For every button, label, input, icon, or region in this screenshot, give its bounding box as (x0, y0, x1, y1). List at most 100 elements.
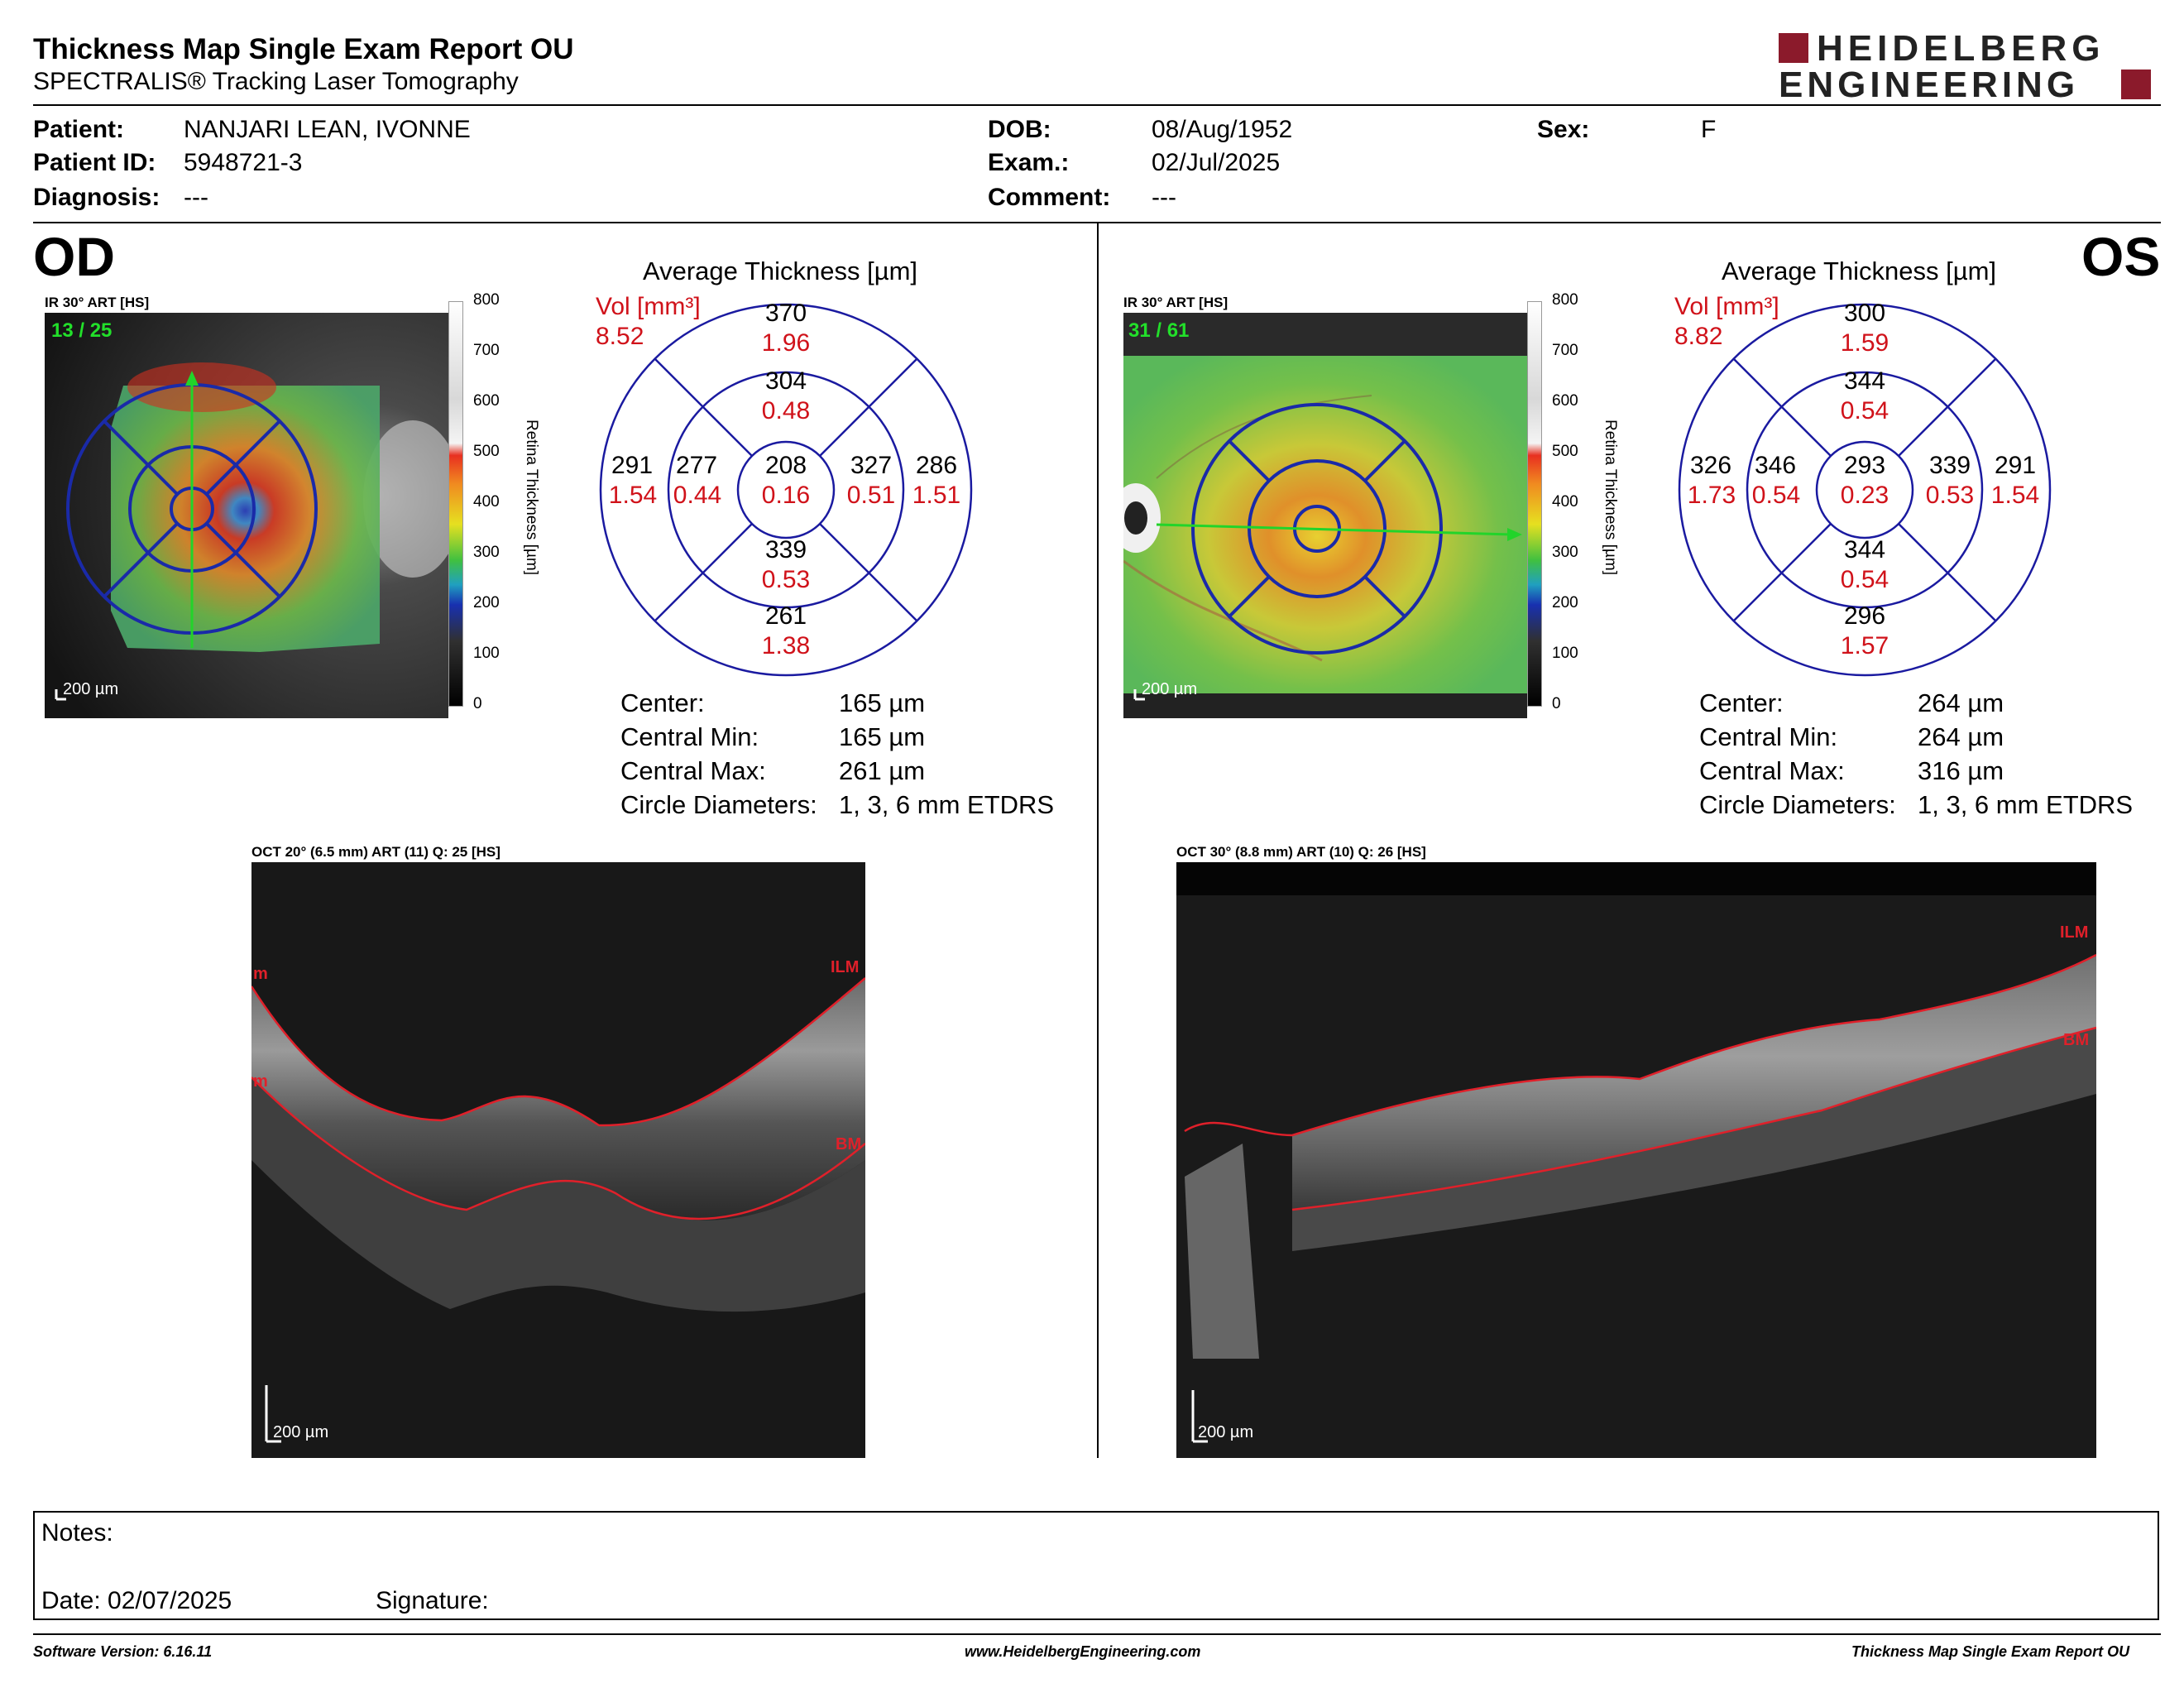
os-inner-inf-volume: 0.54 (1840, 566, 1889, 593)
report-subtitle: SPECTRALIS® Tracking Laser Tomography (33, 68, 519, 95)
os-tick-600: 600 (1552, 392, 1578, 410)
os-min-label: Central Min: (1699, 722, 1838, 751)
os-tick-500: 500 (1552, 443, 1578, 460)
od-tick-0: 0 (473, 695, 482, 712)
website-link[interactable]: www.HeidelbergEngineering.com (965, 1643, 1201, 1660)
os-inner-right-volume: 0.53 (1925, 482, 1975, 509)
od-diam-value: 1, 3, 6 mm ETDRS (839, 790, 1055, 819)
sex-value: F (1701, 116, 1717, 143)
od-diam-label: Circle Diameters: (620, 790, 817, 819)
od-outer-left-volume: 1.54 (608, 482, 658, 509)
os-tick-800: 800 (1552, 291, 1578, 309)
od-center-thickness: 208 (764, 452, 807, 479)
os-inner-sup-thickness: 344 (1843, 367, 1886, 395)
center-divider (1097, 223, 1099, 1458)
eye-label-od: OD (33, 226, 115, 287)
od-vol-total: 8.52 (596, 323, 644, 350)
os-inner-left-volume: 0.54 (1751, 482, 1801, 509)
os-inner-inf-thickness: 344 (1843, 536, 1886, 563)
od-inner-left-thickness: 277 (675, 452, 718, 479)
od-min-value: 165 µm (839, 722, 926, 751)
od-tick-200: 200 (473, 594, 500, 611)
od-outer-inf-volume: 1.38 (761, 632, 811, 659)
od-inner-right-volume: 0.51 (846, 482, 896, 509)
header-divider (33, 104, 2161, 106)
os-fundus-map (1111, 313, 1527, 718)
diagnosis-label: Diagnosis: (33, 184, 160, 211)
sex-label: Sex: (1537, 116, 1590, 143)
patient-id-label: Patient ID: (33, 149, 156, 176)
diagnosis-value: --- (184, 184, 208, 211)
od-outer-inf-thickness: 261 (764, 602, 807, 630)
od-oct-left-top-marker: m (253, 965, 268, 983)
os-colorbar-ticks: 800 700 600 500 400 300 200 100 0 (1544, 291, 1593, 722)
od-inner-inf-thickness: 339 (764, 536, 807, 563)
od-oct-ilm-label: ILM (831, 958, 860, 976)
os-tick-100: 100 (1552, 645, 1578, 662)
od-min-label: Central Min: (620, 722, 759, 751)
logo-square-bottom (2121, 70, 2151, 99)
os-tick-0: 0 (1552, 695, 1561, 712)
exam-value: 02/Jul/2025 (1152, 149, 1281, 176)
heidelberg-logo: HEIDELBERG ENGINEERING (1779, 28, 2159, 105)
os-ir-title: IR 30° ART [HS] (1123, 295, 1228, 310)
os-tick-700: 700 (1552, 342, 1578, 359)
patient-label: Patient: (33, 116, 125, 143)
od-tick-800: 800 (473, 291, 500, 309)
os-outer-sup-thickness: 300 (1843, 300, 1886, 327)
os-colorbar-label: Retina Thickness [µm] (1602, 420, 1619, 575)
od-etdrs-grid: 370 1.96 304 0.48 291 1.54 277 0.44 208 … (596, 300, 976, 680)
od-tick-100: 100 (473, 645, 500, 662)
od-tick-500: 500 (473, 443, 500, 460)
eye-label-os: OS (2081, 226, 2161, 287)
os-max-label: Central Max: (1699, 756, 1845, 785)
os-scale-label: 200 µm (1142, 680, 1198, 698)
od-center-volume: 0.16 (761, 482, 811, 509)
report-title: Thickness Map Single Exam Report OU (33, 33, 574, 65)
od-oct-left-bot-marker: m (253, 1072, 268, 1091)
os-oct-ilm-label: ILM (2060, 923, 2089, 942)
od-max-value: 261 µm (839, 756, 926, 785)
os-outer-inf-volume: 1.57 (1840, 632, 1889, 659)
od-tick-400: 400 (473, 493, 500, 511)
os-oct-bm-label: BM (2063, 1031, 2090, 1049)
os-outer-left-thickness: 326 (1689, 452, 1732, 479)
os-outer-left-volume: 1.73 (1687, 482, 1736, 509)
od-max-label: Central Max: (620, 756, 766, 785)
os-outer-sup-volume: 1.59 (1840, 329, 1889, 357)
od-center-label: Center: (620, 688, 705, 717)
exam-label: Exam.: (988, 149, 1070, 176)
os-tick-400: 400 (1552, 493, 1578, 511)
patient-id: 5948721-3 (184, 149, 303, 176)
os-center-volume: 0.23 (1840, 482, 1889, 509)
comment-label: Comment: (988, 184, 1111, 211)
od-colorbar-ticks: 800 700 600 500 400 300 200 100 0 (465, 291, 515, 722)
od-avg-title: Average Thickness [µm] (643, 257, 918, 285)
od-oct-scan: m m ILM BM 200 µm (250, 862, 866, 1458)
os-vol-label: Vol [mm³] (1674, 293, 1779, 320)
od-outer-sup-volume: 1.96 (761, 329, 811, 357)
logo-line1: HEIDELBERG (1817, 28, 2105, 69)
os-vol-total: 8.82 (1674, 323, 1723, 350)
os-max-value: 316 µm (1918, 756, 2004, 785)
dob-value: 08/Aug/1952 (1152, 116, 1293, 143)
dob-label: DOB: (988, 116, 1051, 143)
od-oct-scale-label: 200 µm (273, 1423, 329, 1441)
notes-box[interactable]: Notes: Date: 02/07/2025 Signature: (33, 1511, 2159, 1620)
date-label: Date: 02/07/2025 (41, 1587, 232, 1614)
os-oct-scan: ILM BM 200 µm (1176, 862, 2097, 1458)
os-min-value: 264 µm (1918, 722, 2004, 751)
os-center-label: Center: (1699, 688, 1784, 717)
od-colorbar (448, 301, 463, 707)
od-ir-title: IR 30° ART [HS] (45, 295, 150, 310)
os-diam-value: 1, 3, 6 mm ETDRS (1918, 790, 2134, 819)
os-outer-right-thickness: 291 (1994, 452, 2037, 479)
logo-square-top (1779, 33, 1808, 63)
os-inner-left-thickness: 346 (1754, 452, 1797, 479)
od-tick-700: 700 (473, 342, 500, 359)
od-vol-label: Vol [mm³] (596, 293, 701, 320)
footer-divider (33, 1633, 2161, 1635)
od-inner-left-volume: 0.44 (673, 482, 722, 509)
os-inner-sup-volume: 0.54 (1840, 397, 1889, 424)
od-frame-count: 13 / 25 (51, 319, 113, 342)
